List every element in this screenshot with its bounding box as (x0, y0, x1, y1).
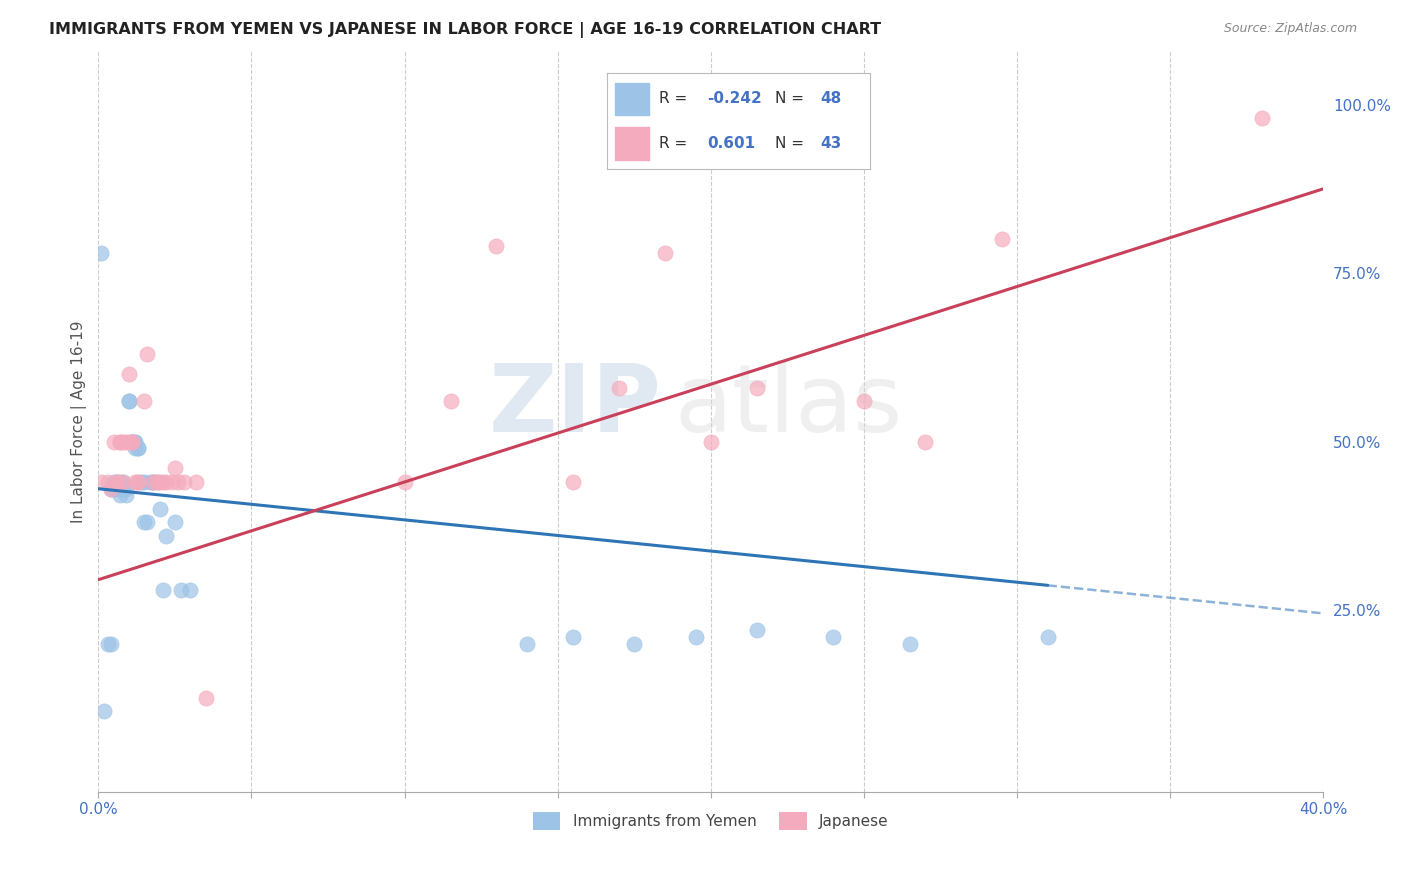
Point (134, 475, 156, 489)
Point (118, 394, 141, 409)
Point (96, 475, 118, 489)
Text: atlas: atlas (673, 360, 903, 452)
Point (149, 502, 172, 516)
Point (105, 475, 128, 489)
Point (121, 434, 143, 449)
Point (194, 690, 217, 705)
Point (103, 434, 125, 449)
Point (111, 475, 134, 489)
Point (100, 637, 122, 651)
Point (914, 434, 936, 449)
Point (145, 475, 167, 489)
Point (121, 434, 143, 449)
Point (108, 488, 131, 502)
Point (142, 475, 165, 489)
Point (516, 637, 538, 651)
Point (100, 482, 122, 496)
Point (115, 482, 138, 496)
Point (139, 475, 162, 489)
Point (1036, 630, 1059, 644)
Point (108, 482, 131, 496)
Point (134, 394, 156, 409)
Point (118, 367, 141, 381)
Point (93, 704, 115, 718)
Point (607, 381, 630, 395)
Point (745, 624, 768, 638)
Point (562, 630, 585, 644)
Point (105, 482, 128, 496)
Legend: Immigrants from Yemen, Japanese: Immigrants from Yemen, Japanese (527, 806, 894, 836)
Point (152, 582, 174, 597)
Point (115, 488, 138, 502)
Point (124, 434, 146, 449)
Point (155, 475, 177, 489)
Point (111, 482, 134, 496)
Point (108, 434, 131, 449)
Point (121, 434, 143, 449)
Point (124, 475, 146, 489)
Point (990, 232, 1012, 246)
Point (127, 475, 149, 489)
Point (394, 475, 416, 489)
Point (152, 475, 174, 489)
Point (108, 475, 131, 489)
Point (134, 516, 156, 530)
Point (160, 475, 183, 489)
Point (108, 434, 131, 449)
Point (745, 381, 768, 395)
Point (111, 475, 134, 489)
Point (121, 434, 143, 449)
Point (121, 434, 143, 449)
Point (170, 582, 193, 597)
Point (898, 637, 921, 651)
Point (155, 529, 177, 543)
Point (1251, 111, 1274, 125)
Point (167, 475, 190, 489)
Point (179, 582, 201, 597)
Point (118, 434, 141, 449)
Point (700, 434, 723, 449)
Point (142, 475, 165, 489)
Point (129, 475, 152, 489)
Point (124, 434, 146, 449)
Y-axis label: In Labor Force | Age 16-19: In Labor Force | Age 16-19 (72, 320, 87, 523)
Point (111, 434, 134, 449)
Point (90, 245, 112, 260)
Point (623, 637, 645, 651)
Point (127, 442, 149, 456)
Point (136, 347, 159, 361)
Point (127, 442, 149, 456)
Point (145, 475, 167, 489)
Point (562, 475, 585, 489)
Point (105, 475, 128, 489)
Point (118, 394, 141, 409)
Point (142, 475, 165, 489)
Point (100, 482, 122, 496)
Point (439, 394, 461, 409)
Point (136, 516, 159, 530)
Point (115, 434, 138, 449)
Point (685, 630, 707, 644)
Point (96, 637, 118, 651)
Point (186, 475, 208, 489)
Point (163, 516, 186, 530)
Text: IMMIGRANTS FROM YEMEN VS JAPANESE IN LABOR FORCE | AGE 16-19 CORRELATION CHART: IMMIGRANTS FROM YEMEN VS JAPANESE IN LAB… (49, 22, 882, 38)
Point (485, 239, 508, 253)
Point (127, 475, 149, 489)
Point (105, 475, 128, 489)
Point (90, 475, 112, 489)
Point (103, 482, 125, 496)
Point (654, 245, 676, 260)
Point (124, 442, 146, 456)
Point (823, 630, 845, 644)
Text: Source: ZipAtlas.com: Source: ZipAtlas.com (1223, 22, 1357, 36)
Point (149, 475, 172, 489)
Point (103, 475, 125, 489)
Point (163, 461, 186, 475)
Point (852, 394, 875, 409)
Point (173, 475, 195, 489)
Text: ZIP: ZIP (489, 360, 662, 452)
